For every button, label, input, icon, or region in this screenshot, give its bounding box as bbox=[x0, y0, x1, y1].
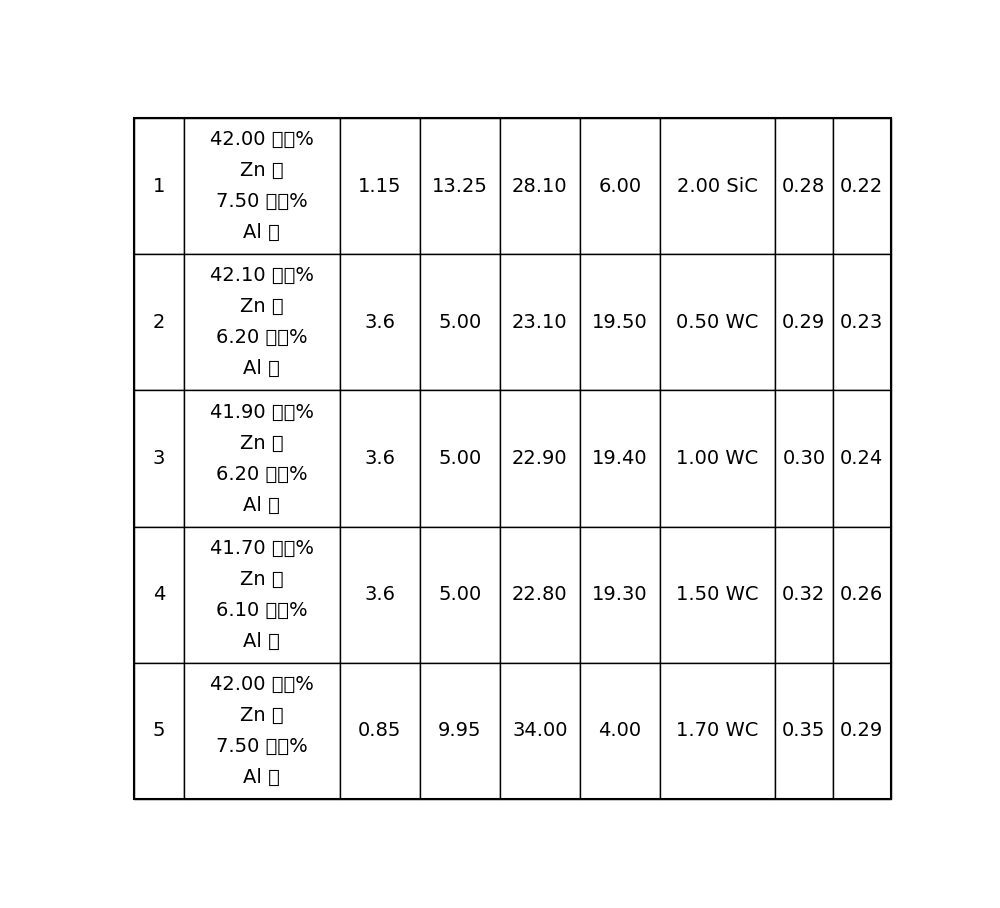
Bar bbox=[580, 663, 660, 799]
Bar bbox=[420, 118, 500, 254]
Text: 3: 3 bbox=[153, 449, 165, 468]
Bar bbox=[420, 663, 500, 799]
Bar bbox=[500, 663, 580, 799]
Bar bbox=[833, 118, 891, 254]
Text: 42.00 重量%
Zn 膏
7.50 重量%
Al 膏: 42.00 重量% Zn 膏 7.50 重量% Al 膏 bbox=[210, 130, 314, 242]
Text: 41.90 重量%
Zn 膏
6.20 重量%
Al 膏: 41.90 重量% Zn 膏 6.20 重量% Al 膏 bbox=[210, 402, 314, 515]
Text: 3.6: 3.6 bbox=[364, 449, 395, 468]
Text: 3.6: 3.6 bbox=[364, 585, 395, 604]
Text: 1: 1 bbox=[153, 177, 165, 196]
Bar bbox=[580, 254, 660, 390]
Text: 1.70 WC: 1.70 WC bbox=[676, 721, 759, 740]
Bar bbox=[580, 118, 660, 254]
Text: 19.50: 19.50 bbox=[592, 313, 648, 332]
Bar bbox=[500, 118, 580, 254]
Bar bbox=[184, 527, 340, 663]
Text: 42.10 重量%
Zn 膏
6.20 重量%
Al 膏: 42.10 重量% Zn 膏 6.20 重量% Al 膏 bbox=[210, 266, 314, 379]
Text: 5: 5 bbox=[153, 721, 165, 740]
Bar bbox=[660, 254, 775, 390]
Bar bbox=[340, 390, 420, 527]
Text: 42.00 重量%
Zn 膏
7.50 重量%
Al 膏: 42.00 重量% Zn 膏 7.50 重量% Al 膏 bbox=[210, 675, 314, 787]
Bar bbox=[184, 118, 340, 254]
Text: 5.00: 5.00 bbox=[438, 449, 481, 468]
Bar bbox=[775, 118, 833, 254]
Bar bbox=[420, 254, 500, 390]
Text: 4.00: 4.00 bbox=[598, 721, 641, 740]
Bar bbox=[833, 527, 891, 663]
Text: 2.00 SiC: 2.00 SiC bbox=[677, 177, 758, 196]
Bar bbox=[134, 254, 184, 390]
Bar bbox=[500, 390, 580, 527]
Text: 22.90: 22.90 bbox=[512, 449, 568, 468]
Bar bbox=[775, 527, 833, 663]
Text: 22.80: 22.80 bbox=[512, 585, 568, 604]
Bar bbox=[134, 118, 184, 254]
Text: 0.26: 0.26 bbox=[840, 585, 883, 604]
Text: 41.70 重量%
Zn 膏
6.10 重量%
Al 膏: 41.70 重量% Zn 膏 6.10 重量% Al 膏 bbox=[210, 538, 314, 651]
Bar bbox=[500, 527, 580, 663]
Text: 0.35: 0.35 bbox=[782, 721, 826, 740]
Text: 0.50 WC: 0.50 WC bbox=[676, 313, 759, 332]
Text: 0.22: 0.22 bbox=[840, 177, 883, 196]
Text: 0.24: 0.24 bbox=[840, 449, 883, 468]
Text: 1.50 WC: 1.50 WC bbox=[676, 585, 759, 604]
Bar bbox=[833, 390, 891, 527]
Text: 6.00: 6.00 bbox=[598, 177, 641, 196]
Bar bbox=[340, 254, 420, 390]
Bar bbox=[420, 390, 500, 527]
Bar bbox=[580, 390, 660, 527]
Text: 5.00: 5.00 bbox=[438, 585, 481, 604]
Text: 1.15: 1.15 bbox=[358, 177, 401, 196]
Text: 0.23: 0.23 bbox=[840, 313, 883, 332]
Text: 3.6: 3.6 bbox=[364, 313, 395, 332]
Text: 4: 4 bbox=[153, 585, 165, 604]
Bar bbox=[184, 254, 340, 390]
Text: 0.30: 0.30 bbox=[782, 449, 825, 468]
Text: 2: 2 bbox=[153, 313, 165, 332]
Text: 0.32: 0.32 bbox=[782, 585, 825, 604]
Text: 19.30: 19.30 bbox=[592, 585, 648, 604]
Bar bbox=[775, 254, 833, 390]
Text: 23.10: 23.10 bbox=[512, 313, 568, 332]
Bar bbox=[500, 254, 580, 390]
Text: 5.00: 5.00 bbox=[438, 313, 481, 332]
Bar bbox=[775, 390, 833, 527]
Bar bbox=[775, 663, 833, 799]
Bar bbox=[134, 663, 184, 799]
Text: 28.10: 28.10 bbox=[512, 177, 568, 196]
Bar bbox=[340, 118, 420, 254]
Text: 9.95: 9.95 bbox=[438, 721, 481, 740]
Bar bbox=[660, 663, 775, 799]
Bar bbox=[340, 527, 420, 663]
Text: 19.40: 19.40 bbox=[592, 449, 648, 468]
Bar bbox=[660, 390, 775, 527]
Text: 13.25: 13.25 bbox=[432, 177, 488, 196]
Bar bbox=[660, 527, 775, 663]
Text: 0.85: 0.85 bbox=[358, 721, 401, 740]
Bar bbox=[833, 254, 891, 390]
Bar bbox=[833, 663, 891, 799]
Bar bbox=[420, 527, 500, 663]
Bar bbox=[184, 390, 340, 527]
Bar bbox=[134, 527, 184, 663]
Bar bbox=[184, 663, 340, 799]
Text: 0.28: 0.28 bbox=[782, 177, 825, 196]
Bar bbox=[580, 527, 660, 663]
Text: 1.00 WC: 1.00 WC bbox=[676, 449, 758, 468]
Text: 0.29: 0.29 bbox=[840, 721, 883, 740]
Bar bbox=[660, 118, 775, 254]
Text: 0.29: 0.29 bbox=[782, 313, 825, 332]
Bar bbox=[134, 390, 184, 527]
Text: 34.00: 34.00 bbox=[512, 721, 568, 740]
Bar bbox=[340, 663, 420, 799]
